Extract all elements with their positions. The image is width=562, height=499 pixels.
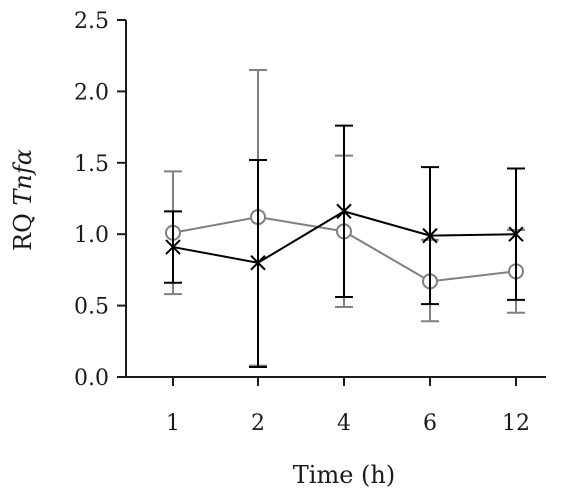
y-axis-title-suffix: α	[9, 149, 37, 165]
x-tick-label: 6	[423, 411, 437, 436]
data-point-cross	[165, 239, 181, 255]
series-cross	[164, 124, 525, 369]
y-axis: 0.0 0.5 1.0 1.5 2.0 2.5	[74, 9, 127, 391]
data-point-cross	[508, 226, 524, 242]
data-point-cross	[422, 227, 438, 244]
y-tick-label: 1.5	[74, 152, 109, 177]
x-tick-label: 12	[502, 411, 530, 436]
y-tick-label: 0.0	[74, 366, 109, 391]
data-point-cross	[336, 203, 352, 220]
x-tick-label: 4	[337, 411, 351, 436]
y-tick-label: 1.0	[74, 223, 109, 248]
series-layer	[164, 68, 525, 369]
x-tick-label: 1	[166, 411, 180, 436]
y-tick-label: 2.5	[74, 9, 109, 34]
x-axis-title: Time (h)	[293, 461, 395, 489]
data-point-cross	[250, 255, 266, 271]
y-axis-title: RQ Tnfα	[9, 149, 37, 251]
y-tick-label: 0.5	[74, 295, 109, 320]
y-axis-title-prefix: RQ	[9, 206, 37, 251]
x-tick-label: 2	[251, 411, 265, 436]
x-axis: 1 2 4 6 12	[126, 376, 546, 436]
y-tick-label: 2.0	[74, 80, 109, 105]
y-axis-title-gene: Tnf	[9, 161, 37, 205]
